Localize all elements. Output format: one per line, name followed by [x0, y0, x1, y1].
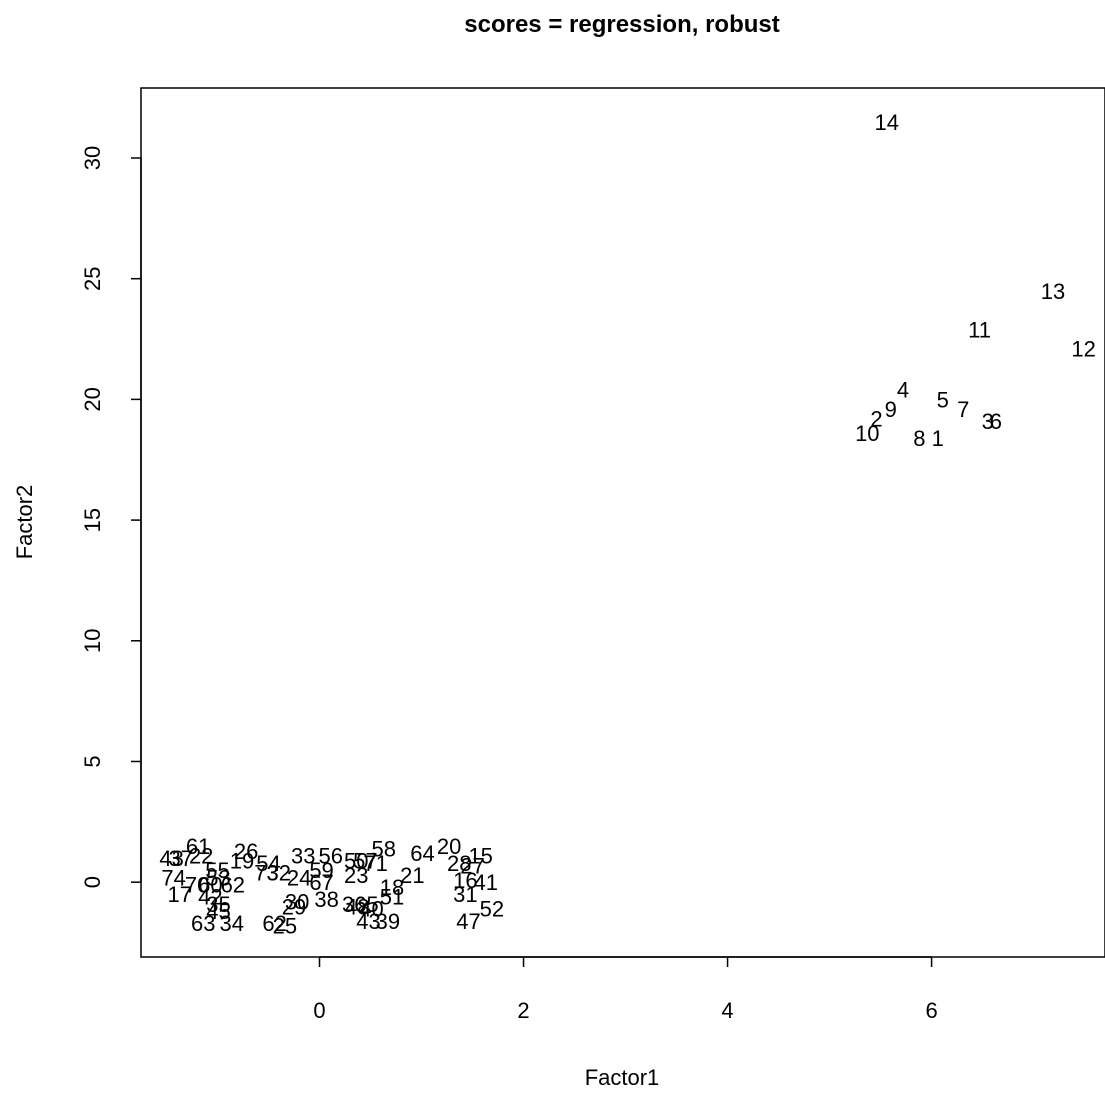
- point-label: 4: [897, 378, 909, 403]
- x-tick-label: 4: [721, 998, 733, 1023]
- y-tick-label: 5: [80, 755, 105, 767]
- point-label: 63: [191, 911, 215, 936]
- point-label: 45: [206, 899, 230, 924]
- point-label: 25: [273, 914, 297, 939]
- point-label: 1: [932, 426, 944, 451]
- point-label: 29: [282, 894, 306, 919]
- point-label: 53: [206, 865, 230, 890]
- point-label: 21: [400, 863, 424, 888]
- y-axis: 0 5 10 15 20 25 30: [80, 146, 142, 888]
- point-label: 32: [266, 861, 290, 886]
- point-label: 23: [344, 863, 368, 888]
- point-label: 55: [205, 858, 229, 883]
- point-label: 28: [447, 851, 471, 876]
- chart-title: scores = regression, robust: [464, 11, 779, 38]
- y-tick-label: 20: [80, 387, 105, 411]
- x-axis: 0 2 4 6: [313, 956, 938, 1023]
- point-label: 11: [968, 317, 991, 342]
- point-label: 40: [359, 897, 383, 922]
- point-label: 43: [356, 909, 380, 934]
- point-label: 16: [453, 868, 477, 893]
- point-label: 52: [480, 897, 504, 922]
- point-label: 57: [353, 848, 377, 873]
- point-label: 65: [354, 892, 378, 917]
- point-label: 70: [185, 873, 209, 898]
- point-label: 54: [256, 851, 280, 876]
- point-label: 64: [410, 841, 434, 866]
- point-label: 74: [161, 865, 185, 890]
- y-axis-label: Factor2: [12, 485, 37, 560]
- point-label: 20: [437, 834, 461, 859]
- point-label: 50: [344, 848, 368, 873]
- point-label: 47: [456, 909, 480, 934]
- point-label: 6: [990, 409, 1002, 434]
- point-label: 10: [855, 421, 879, 446]
- point-label: 48: [345, 894, 369, 919]
- point-label: 59: [309, 858, 333, 883]
- x-tick-label: 6: [925, 998, 937, 1023]
- point-label: 73: [254, 861, 278, 886]
- point-label: 26: [234, 839, 258, 864]
- point-label: 5: [937, 387, 949, 412]
- point-label: 61: [186, 834, 210, 859]
- point-label: 60: [198, 873, 222, 898]
- point-label: 42: [198, 885, 222, 910]
- point-label: 33: [291, 844, 315, 869]
- point-label: 14: [874, 110, 898, 135]
- point-label: 13: [1041, 279, 1065, 304]
- point-label: 58: [372, 836, 396, 861]
- point-label: 12: [1071, 337, 1095, 362]
- point-label: 24: [287, 865, 311, 890]
- point-label: 7: [957, 397, 969, 422]
- point-label: 35: [206, 892, 230, 917]
- point-label: 3: [982, 409, 994, 434]
- point-label: 62: [221, 873, 245, 898]
- x-tick-label: 2: [517, 998, 529, 1023]
- point-label: 41: [474, 870, 498, 895]
- point-label: 34: [220, 911, 244, 936]
- point-label: 71: [363, 851, 387, 876]
- point-label: 27: [460, 853, 484, 878]
- y-tick-label: 15: [80, 508, 105, 532]
- point-label: 9: [885, 397, 897, 422]
- point-label: 2: [870, 407, 882, 432]
- point-label: 15: [468, 844, 492, 869]
- y-tick-label: 25: [80, 266, 105, 290]
- y-tick-label: 0: [80, 876, 105, 888]
- point-label: 56: [318, 844, 342, 869]
- point-label: 43: [159, 846, 183, 871]
- y-tick-label: 10: [80, 629, 105, 653]
- point-label: 38: [314, 887, 338, 912]
- point-label: 67: [309, 870, 333, 895]
- point-label: 8: [913, 426, 925, 451]
- point-label: 17: [168, 882, 192, 907]
- point-label: 51: [380, 885, 404, 910]
- x-axis-label: Factor1: [585, 1065, 660, 1090]
- point-label: 31: [453, 882, 477, 907]
- point-label: 39: [376, 909, 400, 934]
- x-tick-label: 0: [313, 998, 325, 1023]
- point-label: 22: [189, 844, 213, 869]
- point-label: 30: [285, 889, 309, 914]
- point-label: 62: [262, 911, 286, 936]
- y-tick-label: 30: [80, 146, 105, 170]
- point-label: 36: [342, 892, 366, 917]
- point-label: 19: [230, 848, 254, 873]
- point-label: 37: [169, 846, 193, 871]
- point-label: 18: [380, 875, 404, 900]
